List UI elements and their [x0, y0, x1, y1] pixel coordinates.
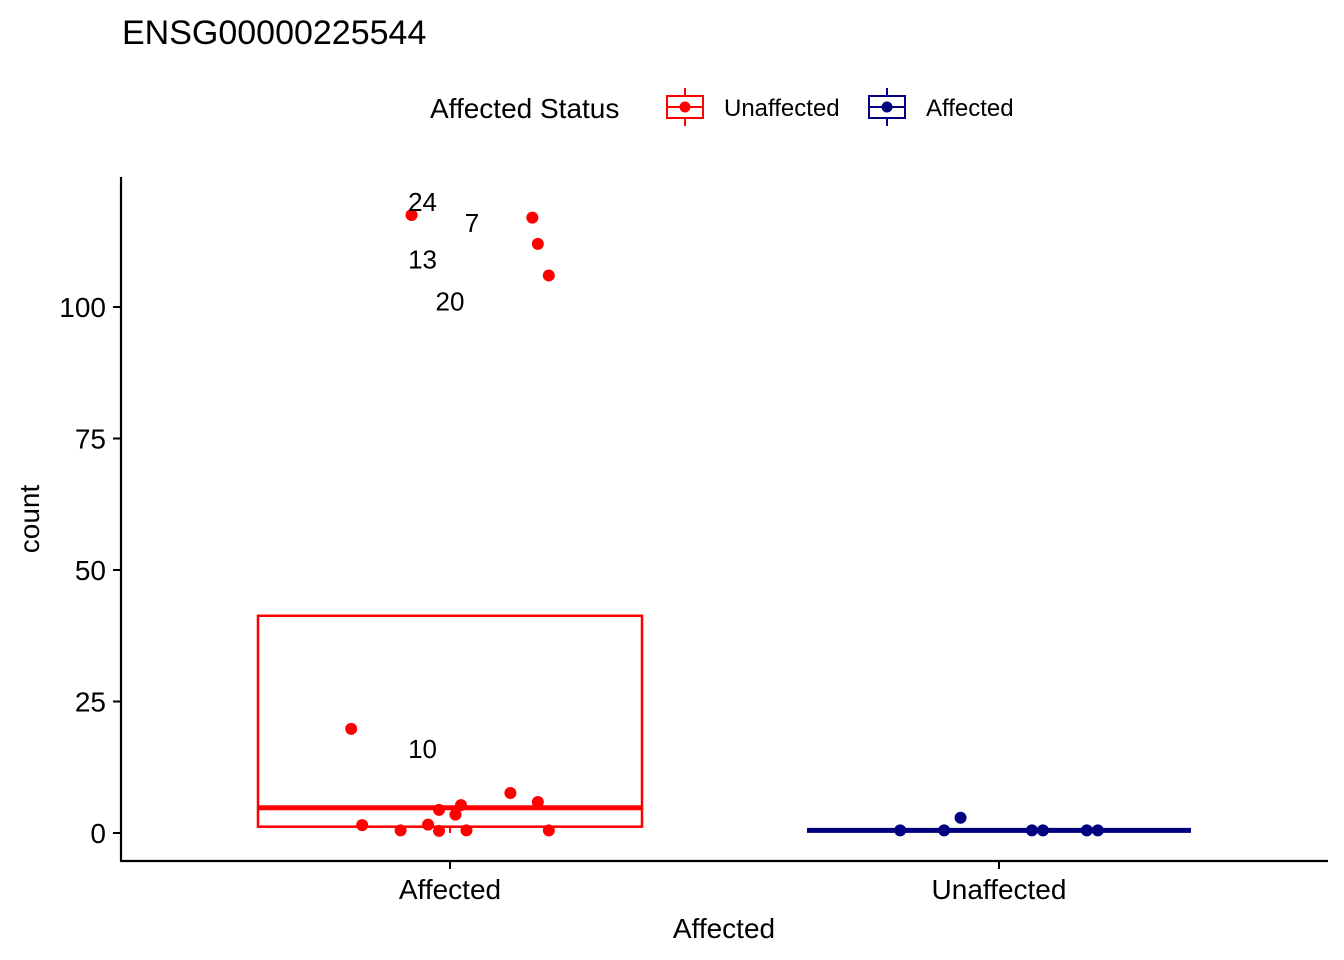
y-axis-title: count [14, 485, 45, 554]
data-point [422, 818, 435, 831]
y-axis: 0 25 50 75 100 [59, 292, 121, 849]
legend: Affected Status Unaffected Affected [430, 88, 1014, 126]
x-tick-label: Affected [399, 874, 501, 905]
legend-label: Unaffected [724, 95, 840, 122]
chart-title: ENSG00000225544 [122, 14, 426, 52]
data-point [345, 722, 358, 735]
data-point [460, 824, 473, 837]
y-tick-label: 100 [59, 292, 106, 323]
y-tick-label: 50 [75, 555, 106, 586]
data-point [542, 824, 555, 837]
y-tick-label: 25 [75, 687, 106, 718]
legend-key-point [881, 101, 893, 113]
point-label: 10 [408, 734, 437, 764]
plot-area: 24 7 13 20 10 [256, 187, 1191, 837]
y-tick-label: 75 [75, 424, 106, 455]
data-point [405, 208, 418, 221]
box-rect [256, 614, 644, 828]
legend-item: Unaffected [666, 88, 840, 126]
data-point [1091, 824, 1104, 837]
data-point [433, 824, 446, 837]
data-point [394, 824, 407, 837]
legend-key-point [679, 101, 691, 113]
box-affected [256, 614, 644, 833]
y-tick-label: 0 [90, 818, 106, 849]
data-point [938, 824, 951, 837]
data-point [531, 795, 544, 808]
data-point [504, 787, 517, 800]
x-axis: Affected Unaffected [399, 861, 1067, 905]
legend-label: Affected [926, 95, 1014, 122]
data-point [531, 237, 544, 250]
data-point [454, 799, 467, 812]
data-point [954, 811, 967, 824]
data-point [894, 824, 907, 837]
x-tick-label: Unaffected [932, 874, 1067, 905]
data-point [356, 819, 369, 832]
point-label: 24 [408, 187, 437, 217]
data-point [433, 803, 446, 816]
data-point [526, 211, 539, 224]
legend-title: Affected Status [430, 93, 619, 124]
point-label: 13 [408, 245, 437, 275]
data-point [1036, 824, 1049, 837]
point-label: 7 [465, 208, 479, 238]
data-point [1025, 824, 1038, 837]
data-point [1080, 824, 1093, 837]
data-point [542, 269, 555, 282]
legend-item: Affected [868, 88, 1014, 126]
data-point [449, 808, 462, 821]
point-label: 20 [436, 287, 465, 317]
x-axis-title: Affected [673, 913, 775, 944]
